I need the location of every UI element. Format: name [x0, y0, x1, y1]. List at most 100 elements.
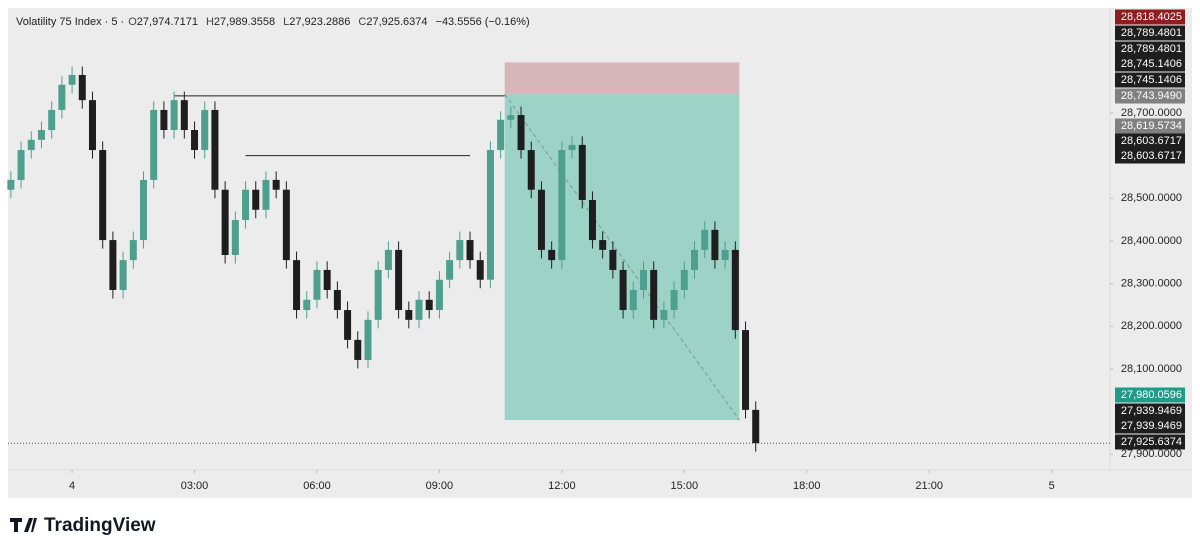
candle-body	[435, 279, 443, 311]
candle-body	[221, 189, 229, 255]
candle-body	[507, 115, 515, 120]
candle-body	[78, 74, 86, 101]
candle-body	[211, 109, 219, 190]
candle-body	[721, 249, 729, 261]
x-tick-label: 15:00	[671, 480, 699, 492]
candle-body	[456, 240, 464, 261]
price-tag-label: 28,603.6717	[1121, 135, 1182, 147]
x-tick-label: 06:00	[303, 480, 331, 492]
candle-body	[272, 179, 280, 190]
price-tag-label: 28,789.4801	[1121, 27, 1182, 39]
candle-body	[109, 240, 117, 290]
price-tag-label: 27,980.0596	[1121, 389, 1182, 401]
price-change: −43.5556 (−0.16%)	[436, 16, 530, 28]
trade-path	[504, 93, 740, 421]
ohlc-key: L	[283, 16, 289, 28]
price-tag	[1115, 403, 1185, 419]
y-tick-label: 28,700.0000	[1121, 107, 1182, 119]
candle-body	[180, 100, 188, 131]
plot	[7, 62, 1110, 452]
candle-body	[629, 289, 637, 311]
candle-body	[588, 199, 596, 241]
price-tag-label: 27,939.9469	[1121, 420, 1182, 432]
x-tick-label: 12:00	[548, 480, 576, 492]
ohlc-value: 27,989.3558	[214, 16, 275, 28]
candle-body	[7, 179, 15, 190]
logo-icon	[10, 518, 37, 532]
target-zone	[504, 94, 740, 421]
ohlc-key: C	[358, 16, 366, 28]
candle-body	[333, 289, 341, 311]
ohlc-key: O	[128, 16, 137, 28]
candle-body	[68, 74, 76, 85]
candle-body	[497, 119, 505, 151]
price-tag	[1115, 25, 1185, 41]
legend-header: Volatility 75 Index · 5 · O27,974.7171 H27…	[16, 16, 530, 28]
ohlc-key: H	[206, 16, 214, 28]
x-tick-label: 03:00	[181, 480, 209, 492]
candle-body	[568, 144, 576, 151]
price-tag-label: 28,743.9490	[1121, 90, 1182, 102]
candle-body	[282, 189, 290, 261]
candle-body	[395, 249, 403, 311]
stop-zone	[504, 62, 740, 95]
price-tag	[1115, 148, 1185, 164]
ohlc-value: 27,923.2886	[289, 16, 350, 28]
candle-body	[293, 260, 301, 311]
candle-body	[364, 319, 372, 360]
price-tag-label: 28,745.1406	[1121, 58, 1182, 70]
candle-body	[58, 84, 66, 110]
candle-body	[99, 150, 107, 241]
candle-body	[639, 269, 647, 290]
price-tag	[1115, 434, 1185, 450]
price-tag	[1115, 118, 1185, 134]
y-tick-label: 27,900.0000	[1121, 448, 1182, 460]
candle-body	[701, 229, 709, 250]
candle-body	[742, 330, 750, 410]
candle-body	[527, 150, 535, 190]
candle-body	[466, 240, 474, 261]
candle-body	[140, 179, 148, 241]
candle-body	[446, 260, 454, 280]
ohlc-value: 27,925.6374	[366, 16, 427, 28]
candle-body	[752, 409, 760, 444]
candle-body	[17, 150, 25, 180]
candle-body	[313, 269, 321, 300]
candle-body	[578, 144, 586, 200]
price-tag	[1115, 72, 1185, 88]
candle-body	[262, 179, 270, 210]
candle-body	[599, 240, 607, 250]
candle-body	[303, 299, 311, 311]
price-tag-label: 28,818.4025	[1121, 11, 1182, 23]
price-tag	[1115, 133, 1185, 149]
y-tick-label: 28,500.0000	[1121, 192, 1182, 204]
candle-body	[48, 109, 56, 131]
candle-body	[425, 299, 433, 311]
price-tag	[1115, 9, 1185, 25]
candle-body	[354, 339, 362, 360]
candle-body	[323, 269, 331, 290]
y-tick-label: 28,300.0000	[1121, 277, 1182, 289]
candle-body	[119, 260, 127, 290]
candle-body	[191, 130, 199, 151]
x-tick-label: 21:00	[915, 480, 943, 492]
candle-body	[609, 249, 617, 270]
candle-body	[242, 189, 250, 221]
candle-body	[252, 189, 260, 210]
price-tag-label: 28,745.1406	[1121, 74, 1182, 86]
candle-body	[650, 269, 658, 320]
candle-body	[88, 100, 96, 151]
x-tick-label: 18:00	[793, 480, 821, 492]
candle-body	[160, 109, 168, 131]
candle-body	[150, 109, 158, 180]
price-tag	[1115, 56, 1185, 72]
candle-body	[619, 269, 627, 311]
candle-body	[201, 109, 209, 151]
y-tick-label: 28,100.0000	[1121, 363, 1182, 375]
price-tag	[1115, 41, 1185, 57]
candle-body	[374, 269, 382, 320]
price-tag	[1115, 88, 1185, 104]
candle-body	[660, 310, 668, 320]
